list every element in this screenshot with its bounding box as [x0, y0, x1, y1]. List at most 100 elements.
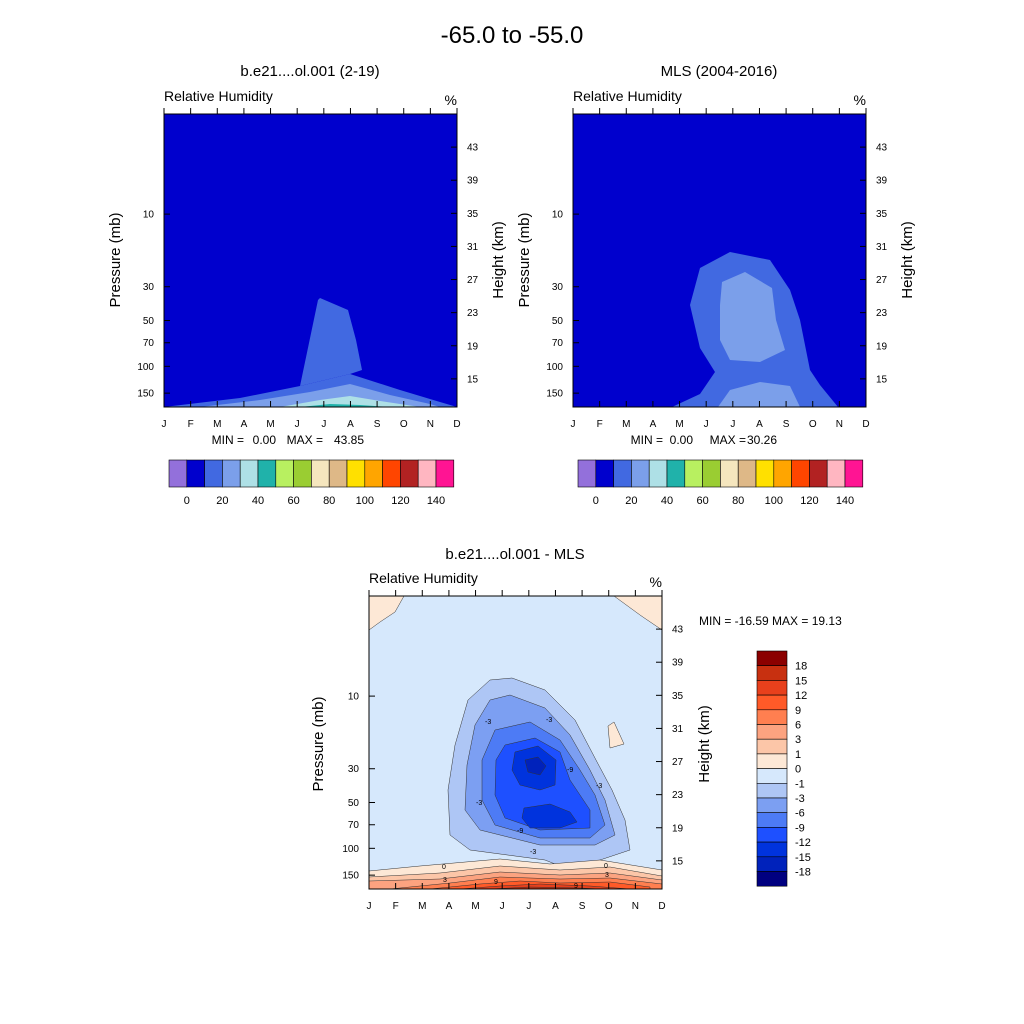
y-tick-label: 50 [552, 316, 564, 327]
x-tick-label: A [347, 419, 354, 430]
y2-tick-label: 15 [876, 374, 888, 385]
contour-fill-island [607, 721, 625, 749]
y-tick-label: 100 [546, 362, 563, 373]
x-tick-label: F [188, 419, 194, 430]
variable-label: Relative Humidity [164, 88, 273, 104]
contour-label: 0 [442, 864, 446, 871]
y2-tick-label: 43 [467, 143, 479, 154]
colorbar-label: 20 [625, 495, 637, 507]
axes: J F M A M J J A S O N D1030507010015043393531272319… [137, 108, 479, 430]
colorbar-swatch [186, 459, 205, 488]
x-tick-label: M [213, 419, 221, 430]
colorbar-swatch [257, 459, 277, 488]
colorbar-swatch [595, 459, 614, 488]
y2-tick-label: 35 [672, 691, 684, 702]
contour-label: -3 [476, 800, 482, 807]
colorbar-label: 40 [252, 495, 264, 507]
colorbar: 0 20 40 60 80 100 120 140 [168, 459, 455, 507]
colorbar-label: 0 [593, 495, 599, 507]
y2-tick-label: 43 [876, 143, 888, 154]
contour-labels: -3 -3 -3 -3 -9 -9 -3 0 0 3 3 9 9 [442, 717, 609, 890]
max-value: 30.26 [747, 433, 777, 447]
x-tick-label: S [783, 419, 790, 430]
y2-tick-label: 23 [876, 308, 888, 319]
contour-fill-plume [300, 298, 362, 386]
colorbar-swatch [756, 724, 788, 740]
y-tick-label: 150 [342, 871, 359, 882]
colorbar-swatch [773, 459, 792, 488]
x-tick-label: A [446, 901, 453, 912]
colorbar-label: 80 [323, 495, 335, 507]
colorbar-swatch [826, 459, 846, 488]
x-tick-label: F [597, 419, 603, 430]
x-tick-label: A [650, 419, 657, 430]
variable-label: Relative Humidity [369, 570, 478, 586]
x-tick-label: M [266, 419, 274, 430]
contour-fill-core [720, 272, 785, 362]
axes: J F M A M J J A S O N D1030507010015043393531272319… [546, 108, 888, 430]
y-tick-label: 30 [348, 764, 360, 775]
y2-tick-label: 39 [876, 176, 888, 187]
colorbar-swatch [720, 459, 739, 488]
colorbar-swatch [382, 459, 401, 488]
x-tick-label: J [162, 419, 167, 430]
min-label: MIN = [631, 433, 663, 447]
plot-frame [572, 113, 867, 408]
plot-frame [368, 595, 663, 890]
colorbar-swatch [222, 459, 241, 488]
x-tick-label: D [453, 419, 460, 430]
colorbar-swatch [756, 856, 788, 872]
contour-label: -9 [517, 828, 523, 835]
y-tick-label: 70 [348, 820, 360, 831]
colorbar-label: 18 [795, 661, 807, 673]
x-tick-label: N [836, 419, 843, 430]
colorbar-label: 120 [800, 495, 818, 507]
y2-tick-label: 43 [672, 625, 684, 636]
contour-label: -3 [530, 849, 536, 856]
colorbar-label: 60 [287, 495, 299, 507]
axes: J F M A M J J A S O N D1030507010015043393531272319… [342, 590, 684, 912]
x-tick-label: M [418, 901, 426, 912]
y2-axis-label: Height (km) [696, 705, 713, 783]
colorbar-swatch [756, 797, 788, 813]
x-tick-label: J [526, 901, 531, 912]
plot-frame [163, 113, 458, 408]
y-tick-label: 50 [143, 316, 155, 327]
colorbar-swatch [417, 459, 437, 488]
panel-title: b.e21....ol.001 - MLS [445, 546, 584, 563]
unit-label: % [445, 92, 457, 108]
y-axis-label: Pressure (mb) [310, 696, 327, 791]
x-tick-label: J [704, 419, 709, 430]
colorbar-label: 80 [732, 495, 744, 507]
colorbar-swatch [168, 459, 188, 488]
colorbar-swatch [204, 459, 223, 488]
min-value: 0.00 [670, 433, 694, 447]
colorbar-label: 9 [795, 705, 801, 717]
y2-tick-label: 19 [467, 341, 479, 352]
colorbar-label: 140 [427, 495, 445, 507]
x-tick-label: J [367, 901, 372, 912]
max-value: 43.85 [334, 433, 364, 447]
colorbar-swatch [684, 459, 703, 488]
unit-label: % [854, 92, 866, 108]
colorbar-swatch [666, 459, 686, 488]
contour-label: 9 [574, 883, 578, 890]
colorbar-label: 100 [356, 495, 374, 507]
colorbar-swatch [756, 871, 788, 887]
panel-title: MLS (2004-2016) [661, 63, 778, 80]
colorbar-swatch [364, 459, 383, 488]
colorbar-label: 0 [184, 495, 190, 507]
colorbar-swatch [613, 459, 632, 488]
y-axis-label: Pressure (mb) [107, 212, 124, 307]
y-tick-label: 10 [143, 210, 155, 221]
colorbar-label: -1 [795, 778, 805, 790]
min-max-readout: MIN = 0.00 MAX = 30.26 [631, 433, 778, 447]
x-tick-label: F [393, 901, 399, 912]
colorbar-label: -18 [795, 867, 811, 879]
y-tick-label: 10 [552, 210, 564, 221]
y2-tick-label: 31 [876, 242, 888, 253]
y-tick-label: 10 [348, 692, 360, 703]
contour-label: -3 [546, 717, 552, 724]
y2-tick-label: 23 [467, 308, 479, 319]
x-tick-label: N [632, 901, 639, 912]
